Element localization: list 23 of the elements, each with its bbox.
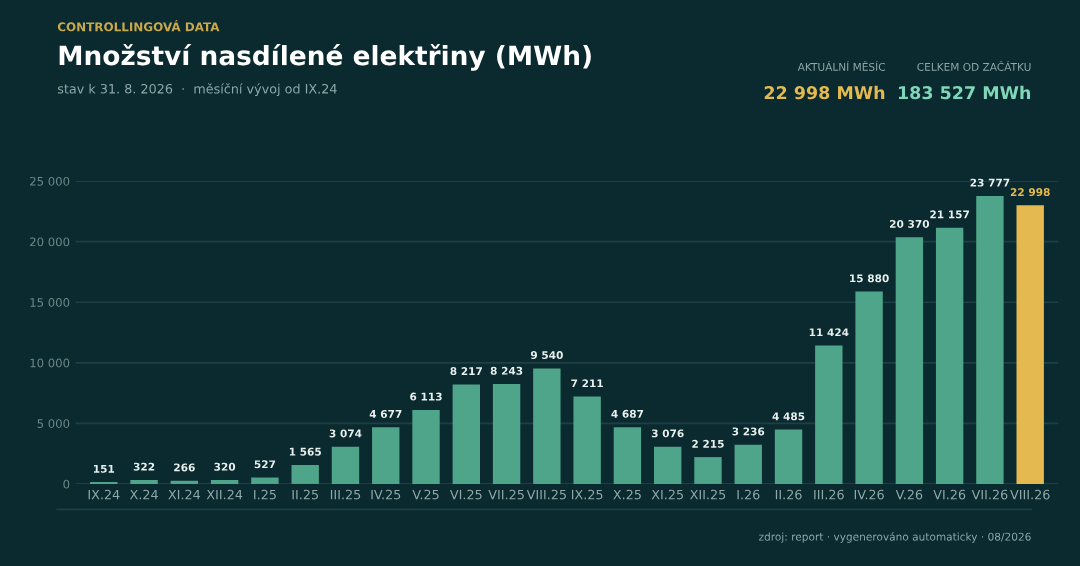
bar [331,446,360,484]
bar [251,477,279,484]
bar [976,195,1004,484]
bar [694,457,722,484]
bar [573,396,601,484]
bar [654,446,682,484]
chart-title: Množství nasdílené elektřiny (MWh) [59,43,591,71]
bar [734,444,762,484]
bar [815,345,843,484]
bar [895,237,924,484]
bar [412,409,440,484]
bar [492,384,521,484]
bar [855,291,883,484]
text: 183 527 MWh [898,85,1031,100]
bar [613,427,642,484]
bar [372,427,400,484]
bar [452,384,480,484]
bar [935,227,964,484]
bar [291,464,319,484]
bar [1016,205,1044,484]
bar [533,368,561,484]
text: 22 998 MWh [764,85,885,100]
bar [774,429,803,484]
